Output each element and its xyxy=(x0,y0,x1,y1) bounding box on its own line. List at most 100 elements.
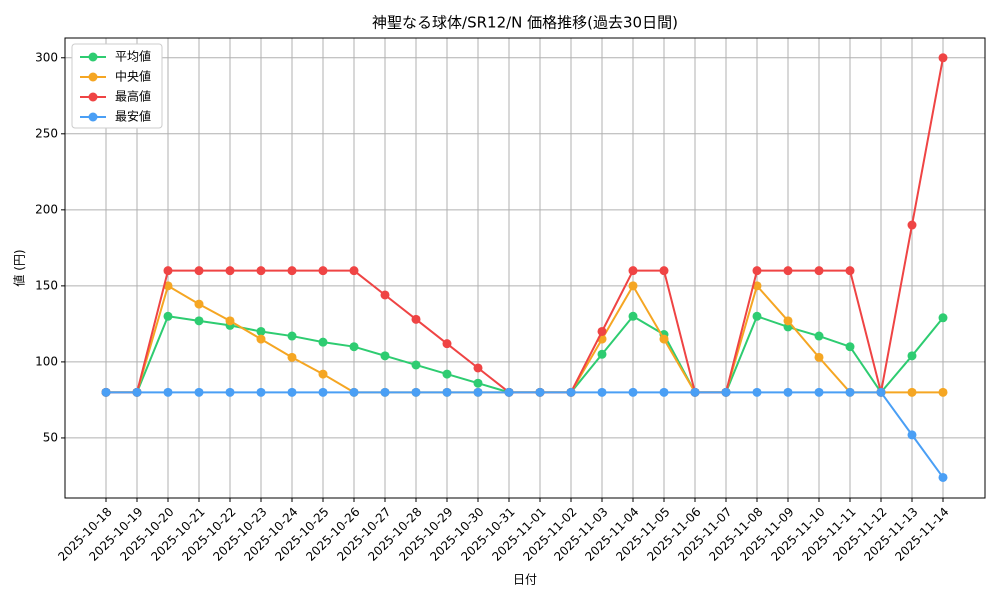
chart-title: 神聖なる球体/SR12/N 価格推移(過去30日間) xyxy=(372,14,678,32)
point xyxy=(163,281,173,291)
point xyxy=(752,281,762,291)
y-axis-label: 値 (円) xyxy=(12,249,27,286)
legend-label: 中央値 xyxy=(115,69,151,84)
point xyxy=(907,430,917,440)
point xyxy=(473,363,483,373)
point xyxy=(752,311,762,321)
point xyxy=(938,387,948,397)
point xyxy=(721,387,731,397)
point xyxy=(287,331,297,341)
x-axis-label: 日付 xyxy=(513,573,537,587)
line-series xyxy=(106,57,944,394)
point xyxy=(194,266,204,276)
legend-marker xyxy=(88,112,98,122)
point xyxy=(814,331,824,341)
point xyxy=(473,387,483,397)
point xyxy=(380,290,390,300)
point xyxy=(256,266,266,276)
point xyxy=(845,342,855,352)
point xyxy=(628,311,638,321)
point xyxy=(597,387,607,397)
point xyxy=(876,387,886,397)
point xyxy=(938,472,948,482)
legend-label: 平均値 xyxy=(115,49,151,64)
point xyxy=(783,387,793,397)
legend-marker xyxy=(88,92,98,102)
point xyxy=(814,387,824,397)
legend-label: 最安値 xyxy=(115,109,151,124)
point xyxy=(659,334,669,344)
point xyxy=(349,342,359,352)
point xyxy=(442,387,452,397)
y-tick-label: 100 xyxy=(35,354,58,368)
point xyxy=(318,337,328,347)
point xyxy=(752,387,762,397)
point xyxy=(597,326,607,336)
point xyxy=(659,387,669,397)
legend-box xyxy=(71,43,163,129)
point xyxy=(628,281,638,291)
point xyxy=(163,387,173,397)
point xyxy=(752,266,762,276)
point xyxy=(938,313,948,323)
point xyxy=(287,266,297,276)
point xyxy=(597,349,607,359)
point xyxy=(411,387,421,397)
point xyxy=(504,387,514,397)
point xyxy=(194,299,204,309)
point xyxy=(349,387,359,397)
point xyxy=(442,339,452,349)
point xyxy=(194,316,204,326)
point xyxy=(163,266,173,276)
point xyxy=(783,266,793,276)
point xyxy=(628,387,638,397)
point xyxy=(845,387,855,397)
point xyxy=(411,360,421,370)
point xyxy=(380,351,390,361)
point xyxy=(783,316,793,326)
point xyxy=(473,378,483,388)
point xyxy=(225,387,235,397)
point xyxy=(287,352,297,362)
point xyxy=(690,387,700,397)
point xyxy=(163,311,173,321)
point xyxy=(318,266,328,276)
point xyxy=(256,326,266,336)
point xyxy=(287,387,297,397)
point xyxy=(194,387,204,397)
point xyxy=(318,369,328,379)
legend-marker xyxy=(88,52,98,62)
point xyxy=(938,53,948,63)
point xyxy=(907,351,917,361)
point xyxy=(907,220,917,230)
point xyxy=(535,387,545,397)
point xyxy=(566,387,576,397)
legend-label: 最高値 xyxy=(115,89,151,104)
point xyxy=(132,387,142,397)
point xyxy=(628,266,638,276)
point xyxy=(349,266,359,276)
y-tick-label: 300 xyxy=(35,50,58,64)
point xyxy=(101,387,111,397)
line-series xyxy=(106,391,944,479)
point xyxy=(659,266,669,276)
point xyxy=(318,387,328,397)
point xyxy=(845,266,855,276)
point xyxy=(442,369,452,379)
point xyxy=(411,314,421,324)
point xyxy=(225,266,235,276)
point xyxy=(814,352,824,362)
y-tick-label: 200 xyxy=(35,202,58,216)
plot-frame xyxy=(64,37,986,499)
point xyxy=(814,266,824,276)
point xyxy=(256,387,266,397)
legend-marker xyxy=(88,72,98,82)
point xyxy=(256,334,266,344)
point xyxy=(380,387,390,397)
y-tick-label: 50 xyxy=(43,430,58,444)
y-tick-label: 150 xyxy=(35,278,58,292)
y-tick-label: 250 xyxy=(35,126,58,140)
point xyxy=(225,316,235,326)
point xyxy=(907,387,917,397)
